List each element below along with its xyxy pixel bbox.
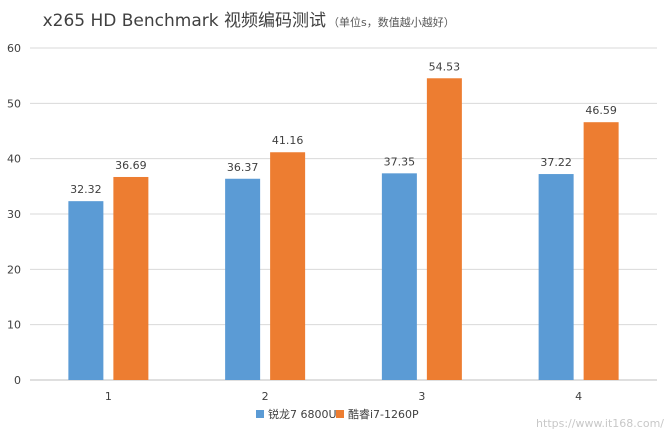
y-tick-label: 10 xyxy=(7,319,21,332)
chart-subtitle: （单位s，数值越小越好） xyxy=(328,15,455,29)
bars: 32.32 36.69 36.37 41.16 37.35 54.53 37.22 46.59 xyxy=(68,60,619,381)
watermark-text: https://www.it168.com/ xyxy=(536,417,664,430)
legend-swatch xyxy=(336,410,344,418)
bar xyxy=(68,201,104,380)
x-tick-label: 4 xyxy=(575,390,582,403)
bar xyxy=(583,122,619,381)
data-label: 37.22 xyxy=(540,156,572,169)
data-label: 41.16 xyxy=(272,134,304,147)
y-tick-label: 60 xyxy=(7,42,21,55)
bar xyxy=(225,178,261,380)
y-tick-label: 0 xyxy=(14,374,21,387)
chart-title: x265 HD Benchmark 视频编码测试 xyxy=(43,11,326,31)
y-tick-label: 50 xyxy=(7,97,21,110)
data-label: 36.69 xyxy=(115,159,147,172)
legend-label: 锐龙7 6800U xyxy=(268,407,337,421)
legend-swatch xyxy=(256,410,264,418)
legend: 锐龙7 6800U 酷睿i7-1260P xyxy=(256,407,419,421)
x-tick-label: 2 xyxy=(262,390,269,403)
bar xyxy=(381,173,417,380)
bar xyxy=(426,78,462,380)
data-label: 32.32 xyxy=(70,183,102,196)
data-label: 36.37 xyxy=(227,161,259,174)
x-tick-label: 3 xyxy=(418,390,425,403)
y-tick-label: 20 xyxy=(7,263,21,276)
bar xyxy=(270,152,306,380)
bar xyxy=(538,174,574,380)
data-label: 37.35 xyxy=(384,155,416,168)
data-label: 46.59 xyxy=(585,104,617,117)
y-tick-label: 40 xyxy=(7,153,21,166)
y-axis-ticks: 0 10 20 30 40 50 60 xyxy=(7,42,21,387)
legend-label: 酷睿i7-1260P xyxy=(348,407,419,421)
y-tick-label: 30 xyxy=(7,208,21,221)
bar xyxy=(113,176,149,380)
data-label: 54.53 xyxy=(429,60,461,73)
x-tick-label: 1 xyxy=(105,390,112,403)
x-axis-ticks: 1 2 3 4 xyxy=(105,390,582,403)
